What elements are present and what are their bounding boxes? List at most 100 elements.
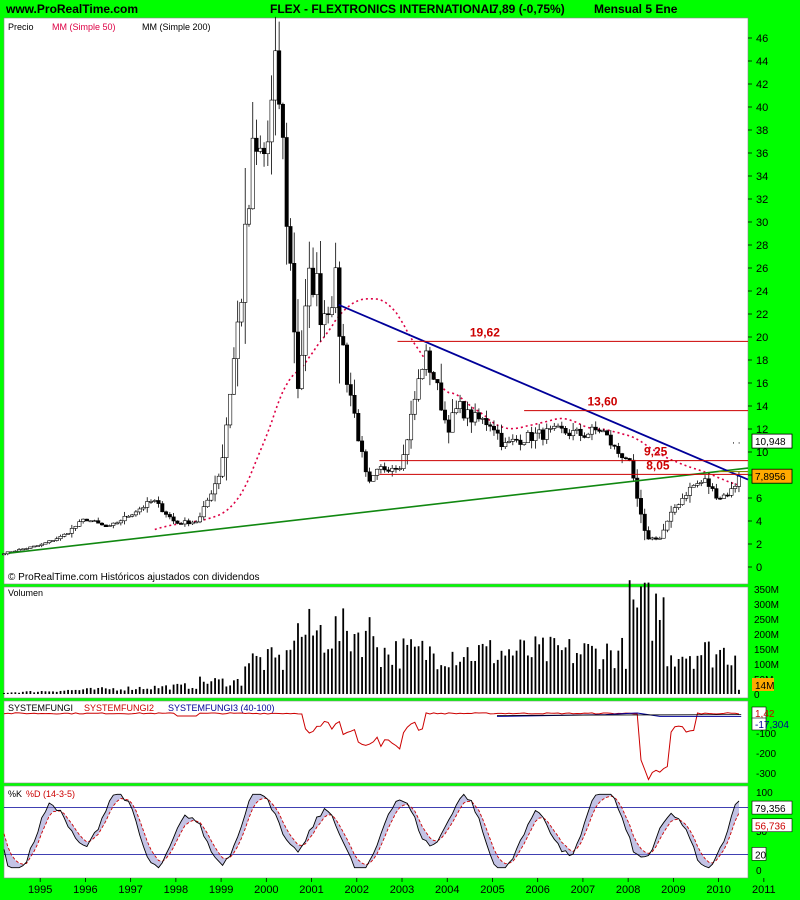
volume-bar [696, 655, 699, 694]
volume-bar [127, 686, 130, 694]
volume-bar [240, 685, 243, 694]
candle-body [382, 466, 387, 471]
volume-bar [734, 655, 737, 694]
candle-body [137, 508, 142, 513]
candle-body [194, 521, 199, 524]
volume-bar [587, 643, 590, 694]
volume-bar [462, 657, 465, 694]
volume-bar [591, 645, 593, 694]
candle-body [54, 538, 59, 541]
candle-body [118, 520, 123, 524]
candle-body [510, 438, 515, 442]
volume-bar [135, 689, 137, 694]
year-label: 2003 [390, 884, 414, 896]
volume-bar [681, 656, 684, 694]
year-label: 1997 [118, 884, 142, 896]
candle-body [367, 471, 372, 482]
price-tick-label: 22 [756, 309, 768, 321]
candle-body [224, 424, 229, 458]
volume-bar [89, 687, 92, 694]
volume-bar [598, 669, 601, 694]
volume-bar [297, 623, 299, 694]
price-tick-label: 20 [756, 332, 768, 344]
volume-bar [138, 686, 141, 694]
volume-bar [357, 632, 360, 694]
price-tick-label: 34 [756, 171, 768, 183]
year-label: 2011 [752, 884, 776, 896]
volume-tick-label: 100M [754, 660, 779, 671]
volume-bar [202, 681, 205, 694]
volume-bar [142, 689, 145, 694]
volume-bar [236, 678, 239, 694]
candle-body [133, 511, 138, 516]
candle-body [378, 466, 383, 470]
stoch-tick-label: 50 [756, 827, 768, 838]
volume-bar [579, 654, 582, 694]
volume-bar [519, 639, 522, 694]
candle-body [262, 147, 267, 155]
volume-bar [640, 586, 642, 694]
volume-bar [184, 683, 186, 694]
volume-bar [398, 668, 401, 694]
candle-body [665, 520, 670, 531]
volume-bar [428, 646, 431, 694]
volume-bar [670, 655, 673, 694]
candle-body [687, 486, 692, 496]
period: Mensual 5 Ene [594, 2, 678, 16]
volume-bar [248, 663, 250, 694]
sf-badge-1: 1,42 [755, 709, 775, 720]
volume-bar [180, 684, 183, 694]
volume-bar [447, 667, 450, 694]
volume-bar [331, 648, 333, 694]
volume-bar [285, 650, 288, 694]
volume-bar [165, 685, 167, 694]
sf-legend-3: SYSTEMFUNGI3 (40-100) [168, 703, 275, 713]
candle-body [314, 273, 319, 295]
candle-body [175, 520, 180, 524]
candle-body [661, 529, 666, 539]
candle-body [35, 545, 40, 547]
volume-bar [70, 690, 73, 694]
price-tick-label: 26 [756, 263, 768, 275]
candle-body [586, 433, 591, 438]
sf-tick-label: -200 [756, 749, 776, 760]
volume-bar [602, 659, 605, 694]
volume-bar [78, 690, 81, 694]
candle-body [20, 548, 25, 551]
volume-bar [557, 645, 559, 694]
volume-bar [707, 641, 710, 694]
candle-body [533, 432, 538, 441]
candle-body [329, 307, 334, 315]
year-label: 2010 [706, 884, 730, 896]
candle-body [442, 409, 447, 421]
candle-body [548, 428, 553, 430]
candle-body [503, 442, 508, 448]
candle-body [81, 518, 86, 522]
candle-body [216, 475, 221, 485]
candle-body [96, 520, 101, 524]
candle-body [676, 504, 681, 508]
candle-body [145, 501, 150, 508]
volume-bar [274, 657, 277, 694]
ma200-legend: MM (Simple 200) [142, 22, 211, 32]
candle-body [190, 521, 195, 525]
volume-bar [425, 659, 428, 694]
price-tick-label: 24 [756, 286, 768, 298]
volume-bar [319, 624, 322, 694]
candle-body [326, 313, 331, 316]
volume-bar [553, 638, 556, 694]
candle-body [420, 369, 425, 380]
volume-bar [542, 637, 544, 694]
quote: 7,89 (-0,75%) [492, 2, 565, 16]
volume-bar [40, 691, 43, 694]
candle-body [439, 382, 444, 411]
volume-bar [52, 691, 54, 694]
candle-body [62, 533, 67, 537]
volume-bar [402, 638, 405, 694]
candle-body [17, 549, 22, 552]
volume-bar [18, 692, 20, 694]
stoch-badge-bg [751, 818, 793, 833]
candle-body [684, 495, 689, 499]
candle-body [556, 425, 561, 428]
